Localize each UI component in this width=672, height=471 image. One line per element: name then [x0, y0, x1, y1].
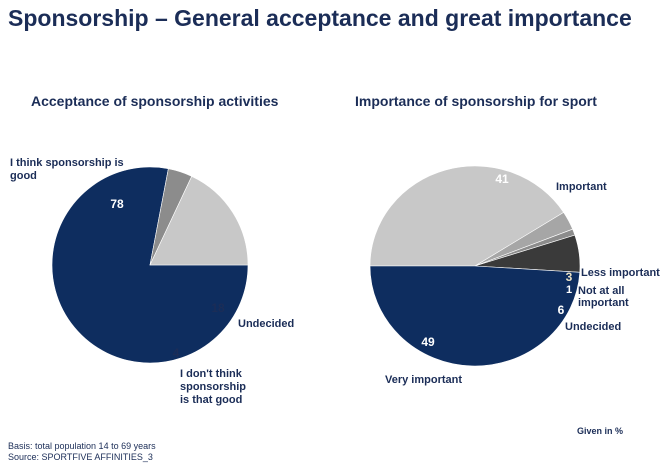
pie1-value-3: 6	[558, 303, 565, 317]
pie1-label-0: Important	[556, 181, 607, 193]
pie1-value-4: 49	[421, 335, 435, 349]
pie1-label-4: Very important	[385, 374, 462, 386]
pie1-value-1: 3	[566, 270, 573, 284]
page-title: Sponsorship – General acceptance and gre…	[8, 5, 632, 31]
pie1-value-0: 41	[495, 172, 509, 186]
pie1-slice-0	[369, 165, 565, 267]
pie0-label-2: Undecided	[238, 318, 294, 330]
pie0-value-0: 78	[110, 197, 124, 211]
pie1-label-3: Undecided	[565, 321, 621, 333]
pie1-label-1: Less important	[581, 267, 660, 279]
pie1-slice-4	[369, 265, 581, 367]
left-chart-title: Acceptance of sponsorship activities	[31, 93, 279, 109]
pie0-slice-2	[149, 175, 249, 266]
pie1-value-2: 1	[566, 284, 572, 296]
pie1-label-2: Not at all important	[578, 285, 629, 309]
basis-note: Basis: total population 14 to 69 years	[8, 441, 156, 451]
pie0-value-1: 4	[173, 346, 180, 360]
pie0-label-1: I don't think sponsorship is that good	[180, 368, 246, 406]
pie0-value-2: 18	[211, 301, 225, 315]
pie0-label-0: I think sponsorship is good	[10, 157, 124, 182]
source-note: Source: SPORTFIVE AFFINITIES_3	[8, 452, 153, 462]
right-chart-title: Importance of sponsorship for sport	[355, 93, 597, 109]
unit-note: Given in %	[577, 426, 624, 436]
